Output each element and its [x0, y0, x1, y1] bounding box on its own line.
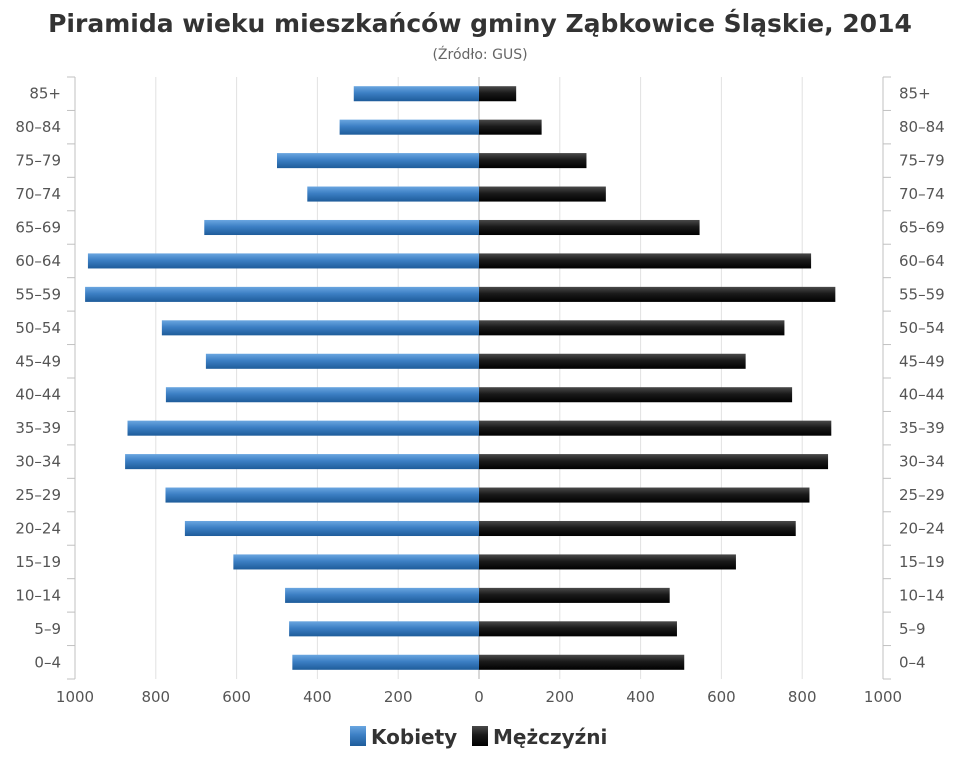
y-tick-label-right: 10–14	[899, 586, 945, 604]
y-tick-label-left: 80–84	[15, 118, 61, 136]
y-tick-label-left: 0–4	[34, 653, 61, 671]
bar-kobiety[interactable]	[277, 153, 479, 169]
legend-label-kobiety: Kobiety	[371, 725, 457, 749]
bar-mezczyzni[interactable]	[479, 353, 746, 369]
y-tick-label-left: 70–74	[15, 185, 61, 203]
bar-mezczyzni[interactable]	[479, 186, 606, 202]
bar-mezczyzni[interactable]	[479, 587, 670, 603]
x-tick-label: 200	[545, 688, 574, 706]
bar-mezczyzni[interactable]	[479, 454, 829, 470]
y-tick-label-left: 5–9	[34, 620, 61, 638]
y-tick-label-right: 80–84	[899, 118, 945, 136]
legend-swatch-mezczyzni	[472, 726, 488, 746]
y-tick-label-right: 85+	[899, 85, 931, 103]
x-tick-label: 1000	[864, 688, 902, 706]
y-tick-label-right: 25–29	[899, 486, 945, 504]
x-tick-label: 600	[707, 688, 736, 706]
bar-kobiety[interactable]	[161, 320, 480, 336]
x-tick-label: 400	[626, 688, 655, 706]
bar-kobiety[interactable]	[165, 387, 479, 403]
bar-kobiety[interactable]	[233, 554, 479, 570]
y-tick-label-right: 75–79	[899, 152, 945, 170]
y-tick-label-right: 20–24	[899, 520, 945, 538]
y-tick-label-left: 75–79	[15, 152, 61, 170]
bar-mezczyzni[interactable]	[479, 420, 832, 436]
axes	[67, 76, 891, 680]
bar-kobiety[interactable]	[165, 487, 479, 503]
x-tick-label: 800	[788, 688, 817, 706]
y-tick-label-left: 40–44	[15, 386, 61, 404]
chart-subtitle: (Źródło: GUS)	[432, 45, 527, 63]
y-tick-label-right: 55–59	[899, 285, 945, 303]
bar-kobiety[interactable]	[204, 219, 479, 236]
y-tick-label-right: 40–44	[899, 386, 945, 404]
y-tick-label-right: 60–64	[899, 252, 945, 270]
y-tick-label-left: 25–29	[15, 486, 61, 504]
bar-mezczyzni[interactable]	[479, 286, 836, 302]
legend: Kobiety Mężczyźni	[350, 725, 607, 749]
bar-kobiety[interactable]	[184, 520, 479, 537]
bar-kobiety[interactable]	[289, 621, 479, 637]
bar-mezczyzni[interactable]	[479, 119, 542, 135]
y-tick-label-left: 55–59	[15, 285, 61, 303]
x-tick-label: 600	[222, 688, 251, 706]
y-tick-label-right: 65–69	[899, 219, 945, 237]
bar-kobiety[interactable]	[85, 286, 479, 302]
legend-label-mezczyzni: Mężczyźni	[493, 725, 607, 749]
x-tick-label: 400	[303, 688, 332, 706]
y-tick-label-right: 15–19	[899, 553, 945, 571]
bar-mezczyzni[interactable]	[479, 487, 810, 503]
bar-kobiety[interactable]	[205, 353, 479, 369]
y-tick-label-left: 65–69	[15, 219, 61, 237]
bar-kobiety[interactable]	[339, 119, 479, 135]
bar-mezczyzni[interactable]	[479, 520, 796, 537]
bar-mezczyzni[interactable]	[479, 219, 700, 236]
bar-mezczyzni[interactable]	[479, 86, 517, 102]
x-tick-label: 0	[474, 688, 484, 706]
y-tick-label-right: 70–74	[899, 185, 945, 203]
bar-kobiety[interactable]	[87, 253, 479, 269]
bar-mezczyzni[interactable]	[479, 253, 812, 269]
bar-mezczyzni[interactable]	[479, 153, 587, 169]
bar-kobiety[interactable]	[307, 186, 479, 202]
y-tick-label-right: 30–34	[899, 453, 945, 471]
bars	[85, 86, 836, 670]
y-tick-label-left: 20–24	[15, 520, 61, 538]
bar-mezczyzni[interactable]	[479, 654, 685, 670]
x-tick-label: 200	[384, 688, 413, 706]
y-tick-label-right: 35–39	[899, 419, 945, 437]
bar-mezczyzni[interactable]	[479, 387, 793, 403]
legend-swatch-kobiety	[350, 726, 366, 746]
bar-mezczyzni[interactable]	[479, 554, 736, 570]
y-tick-label-right: 45–49	[899, 352, 945, 370]
bar-kobiety[interactable]	[125, 454, 479, 470]
y-tick-label-left: 85+	[29, 85, 61, 103]
y-tick-label-left: 35–39	[15, 419, 61, 437]
bar-kobiety[interactable]	[127, 420, 480, 436]
chart-title: Piramida wieku mieszkańców gminy Ząbkowi…	[48, 8, 912, 38]
bar-kobiety[interactable]	[353, 86, 479, 102]
y-tick-label-left: 45–49	[15, 352, 61, 370]
bar-kobiety[interactable]	[285, 587, 479, 603]
y-tick-label-left: 50–54	[15, 319, 61, 337]
y-tick-label-right: 50–54	[899, 319, 945, 337]
y-tick-label-left: 10–14	[15, 586, 61, 604]
y-tick-label-left: 60–64	[15, 252, 61, 270]
tick-labels: 1000 800 600 400 200 0 200 400 600 800 1000 85+ 85+ 8…	[15, 85, 944, 706]
y-tick-label-right: 5–9	[899, 620, 926, 638]
y-tick-label-right: 0–4	[899, 653, 926, 671]
x-tick-label: 1000	[56, 688, 94, 706]
bar-mezczyzni[interactable]	[479, 320, 785, 336]
legend-item-mezczyzni[interactable]: Mężczyźni	[472, 725, 607, 749]
bar-kobiety[interactable]	[292, 654, 479, 670]
x-tick-label: 800	[141, 688, 170, 706]
bar-mezczyzni[interactable]	[479, 621, 677, 637]
y-tick-label-left: 30–34	[15, 453, 61, 471]
y-tick-label-left: 15–19	[15, 553, 61, 571]
legend-item-kobiety[interactable]: Kobiety	[350, 725, 457, 749]
